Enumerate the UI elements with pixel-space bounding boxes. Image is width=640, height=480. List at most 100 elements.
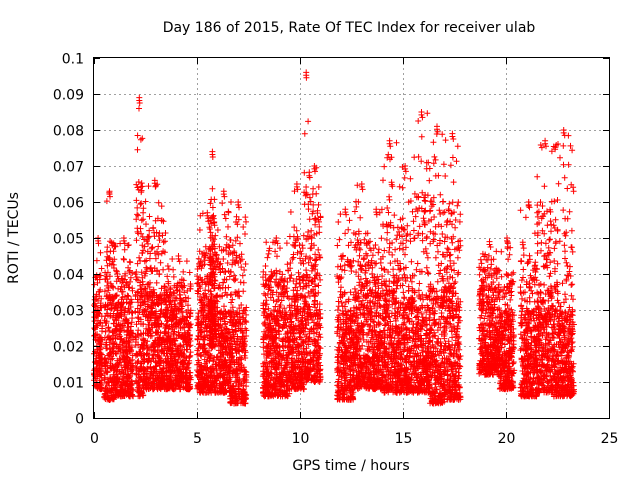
data-point: [112, 335, 119, 342]
data-point: [133, 197, 140, 204]
data-point: [114, 270, 121, 277]
data-point: [106, 397, 113, 403]
data-point: [93, 257, 100, 264]
data-point: [103, 198, 110, 205]
data-point: [129, 310, 136, 316]
data-point: [104, 393, 111, 400]
data-point: [140, 247, 147, 254]
data-point: [114, 326, 121, 333]
data-point: [140, 343, 147, 349]
data-point: [134, 146, 141, 153]
data-point: [156, 271, 163, 277]
data-point: [162, 238, 168, 245]
data-point: [154, 347, 161, 354]
data-point: [135, 341, 142, 348]
data-point: [133, 371, 140, 378]
data-point: [117, 370, 124, 377]
data-point: [124, 382, 131, 389]
data-point: [112, 350, 119, 357]
data-point: [97, 372, 104, 379]
data-point: [117, 322, 124, 329]
data-point: [138, 180, 145, 187]
data-point: [138, 269, 145, 276]
data-point: [148, 245, 155, 252]
data-point: [127, 304, 134, 310]
data-point: [134, 211, 141, 218]
data-point: [113, 327, 120, 334]
data-point: [94, 382, 101, 389]
data-point: [98, 351, 105, 358]
data-point: [140, 373, 147, 380]
data-point: [107, 193, 113, 200]
data-point: [141, 285, 148, 292]
data-point: [124, 324, 131, 330]
data-point: [145, 351, 152, 358]
data-point: [135, 277, 141, 284]
data-point: [140, 205, 147, 212]
data-point: [147, 330, 154, 337]
data-point: [158, 369, 165, 376]
data-point: [151, 293, 158, 299]
data-point: [112, 382, 119, 389]
data-point: [129, 285, 136, 292]
data-point: [95, 240, 102, 247]
data-point: [121, 359, 128, 366]
data-point: [107, 248, 114, 255]
data-point: [158, 217, 165, 224]
data-point: [133, 274, 140, 280]
data-point: [141, 366, 148, 373]
data-point: [158, 203, 165, 210]
data-point: [160, 248, 167, 255]
data-point: [133, 364, 139, 371]
data-point: [118, 381, 125, 388]
data-point: [104, 279, 111, 286]
data-point: [150, 344, 157, 351]
data-point: [170, 266, 177, 273]
data-point: [159, 232, 166, 239]
data-point: [94, 279, 101, 286]
data-point: [120, 369, 127, 376]
data-point: [159, 348, 166, 354]
data-point: [125, 392, 132, 399]
data-point: [105, 324, 112, 331]
data-point: [98, 265, 105, 272]
data-point: [103, 388, 110, 395]
data-point: [99, 325, 106, 332]
data-point: [121, 309, 128, 316]
data-point: [101, 370, 108, 377]
data-point: [126, 299, 133, 306]
data-point: [157, 299, 164, 306]
data-point: [127, 373, 134, 380]
data-point: [156, 230, 163, 237]
data-point: [117, 383, 124, 390]
data-point: [115, 390, 122, 397]
data-point: [120, 377, 127, 383]
data-point: [115, 285, 122, 292]
data-point: [138, 217, 145, 224]
data-point: [127, 274, 134, 281]
data-point: [138, 200, 145, 207]
data-point: [150, 370, 157, 377]
data-point: [141, 243, 148, 250]
data-point: [154, 386, 161, 393]
data-point: [157, 308, 164, 315]
data-point: [141, 339, 148, 346]
data-point: [101, 360, 108, 367]
data-point: [107, 349, 114, 356]
data-point: [135, 179, 142, 185]
data-point: [106, 273, 113, 280]
data-point: [105, 287, 112, 294]
data-point: [128, 330, 135, 337]
data-point: [155, 251, 162, 258]
data-point: [110, 340, 117, 347]
data-point: [146, 303, 152, 310]
data-point: [134, 359, 141, 366]
data-point: [164, 273, 171, 280]
data-point: [137, 201, 144, 208]
data-point: [155, 199, 162, 206]
data-point: [102, 365, 109, 372]
data-point: [122, 387, 129, 394]
data-point: [145, 240, 151, 247]
data-point: [147, 250, 154, 257]
data-point: [142, 298, 148, 305]
